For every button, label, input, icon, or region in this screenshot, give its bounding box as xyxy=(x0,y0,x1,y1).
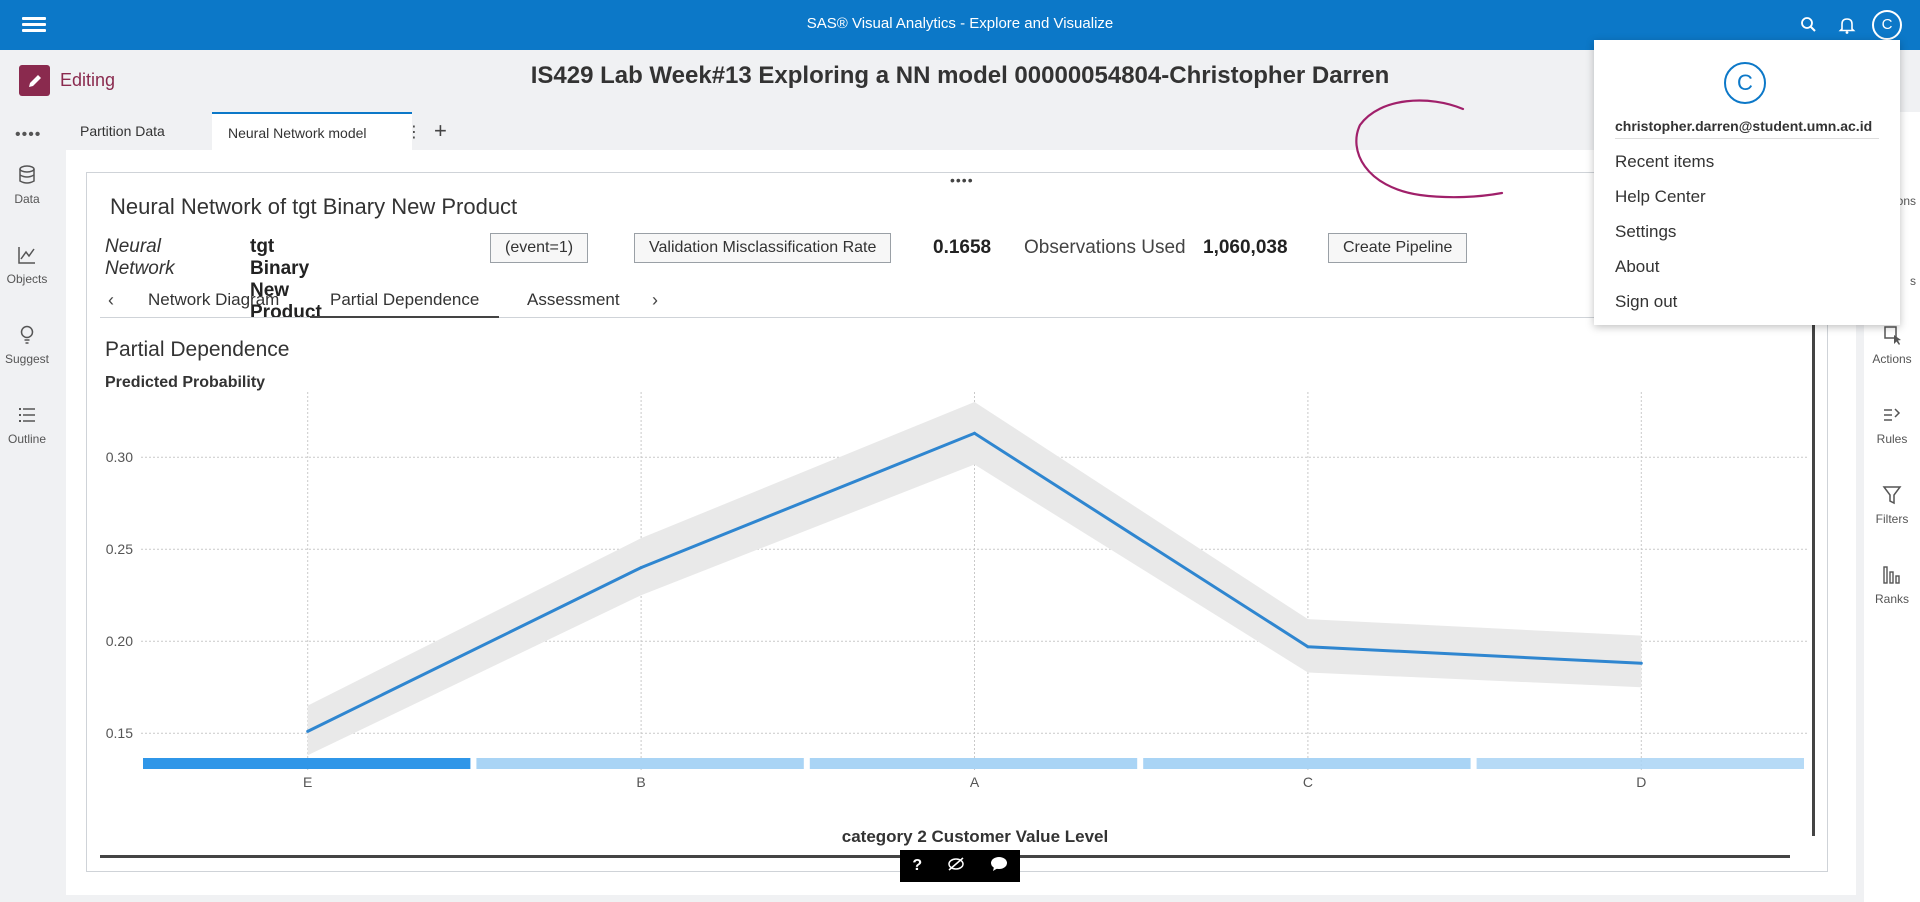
help-icon[interactable]: ? xyxy=(912,857,922,875)
more-dots-icon[interactable]: •••• xyxy=(15,126,41,144)
x-tick-label: D xyxy=(1636,774,1646,790)
data-point xyxy=(640,566,643,569)
chevron-right-icon[interactable]: › xyxy=(652,290,658,311)
x-tick-label: C xyxy=(1303,774,1313,790)
nav-item-filters[interactable]: Filters xyxy=(1864,484,1920,526)
menu-item-recent-items[interactable]: Recent items xyxy=(1615,152,1714,172)
tab-partition-data[interactable]: Partition Data xyxy=(80,112,210,152)
nav-item-actions[interactable]: Actions xyxy=(1864,324,1920,366)
model-type: Neural Network xyxy=(105,236,175,280)
observations-label: Observations Used xyxy=(1024,237,1186,259)
menu-item-settings[interactable]: Settings xyxy=(1615,222,1676,242)
confidence-band xyxy=(308,402,1642,755)
chevron-left-icon[interactable]: ‹ xyxy=(108,290,114,311)
subtab-network-diagram[interactable]: Network Diagram xyxy=(148,286,279,318)
nav-label: Ranks xyxy=(1875,592,1909,606)
observations-value: 1,060,038 xyxy=(1203,237,1288,259)
app-title: SAS® Visual Analytics - Explore and Visu… xyxy=(0,15,1920,32)
y-tick-label: 0.20 xyxy=(106,633,133,649)
frequency-bar xyxy=(1477,758,1804,769)
frequency-bar xyxy=(810,758,1137,769)
create-pipeline-button[interactable]: Create Pipeline xyxy=(1328,233,1467,263)
metric-value: 0.1658 xyxy=(933,237,991,259)
subtab-partial-dependence[interactable]: Partial Dependence xyxy=(310,286,499,318)
data-point xyxy=(1306,645,1309,648)
nav-label: Actions xyxy=(1872,352,1911,366)
divider xyxy=(1615,138,1879,139)
feedback-icon[interactable] xyxy=(947,856,965,877)
nav-item-objects[interactable]: Objects xyxy=(0,244,54,286)
metric-select-button[interactable]: Validation Misclassification Rate xyxy=(634,233,891,263)
nav-label: Rules xyxy=(1877,432,1908,446)
bottom-toolbar: ? xyxy=(900,850,1020,882)
data-point xyxy=(306,730,309,733)
object-title: Neural Network of tgt Binary New Product xyxy=(110,194,517,220)
search-icon[interactable] xyxy=(1796,12,1822,38)
user-email: christopher.darren@student.umn.ac.id xyxy=(1615,118,1872,134)
x-tick-label: B xyxy=(636,774,645,790)
nav-label: Filters xyxy=(1876,512,1909,526)
rules-icon xyxy=(1882,404,1902,426)
nav-item-ranks[interactable]: Ranks xyxy=(1864,564,1920,606)
user-menu-dropdown: C christopher.darren@student.umn.ac.id R… xyxy=(1594,40,1900,325)
add-tab-icon[interactable]: + xyxy=(434,118,447,144)
event-button[interactable]: (event=1) xyxy=(490,233,588,263)
menu-item-sign-out[interactable]: Sign out xyxy=(1615,292,1677,312)
database-icon xyxy=(17,164,37,186)
nav-label: Suggest xyxy=(5,352,49,366)
nav-item-suggest[interactable]: Suggest xyxy=(0,324,54,366)
frequency-bar xyxy=(476,758,803,769)
actions-icon xyxy=(1882,324,1902,346)
tab-neural-network-model[interactable]: Neural Network model xyxy=(212,112,412,152)
chart-x-axis-label: category 2 Customer Value Level xyxy=(700,827,1250,847)
frequency-bar xyxy=(143,758,470,769)
filter-icon xyxy=(1882,484,1902,506)
handwritten-annotation xyxy=(1350,95,1520,205)
nav-label: Objects xyxy=(7,272,48,286)
menu-item-help-center[interactable]: Help Center xyxy=(1615,187,1706,207)
chart-title: Partial Dependence xyxy=(105,338,289,362)
vertical-scrollbar[interactable] xyxy=(1812,322,1815,836)
ranks-icon xyxy=(1882,564,1902,586)
nav-label: Outline xyxy=(8,432,46,446)
menu-item-about[interactable]: About xyxy=(1615,257,1659,277)
tab-options-icon[interactable]: ⋮ xyxy=(406,122,422,142)
nav-item-outline[interactable]: Outline xyxy=(0,404,54,446)
x-tick-label: A xyxy=(970,774,980,790)
y-tick-label: 0.25 xyxy=(106,541,133,557)
data-point xyxy=(973,432,976,435)
subtab-assessment[interactable]: Assessment xyxy=(527,286,620,318)
lightbulb-icon xyxy=(17,324,37,346)
data-point xyxy=(1640,662,1643,665)
nav-item-data[interactable]: Data xyxy=(0,164,54,206)
bell-icon[interactable] xyxy=(1834,12,1860,38)
partial-dependence-chart: 0.15 0.20 0.25 0.30 E B A C D xyxy=(86,390,1814,820)
comment-icon[interactable] xyxy=(990,856,1008,877)
y-tick-label: 0.15 xyxy=(106,725,133,741)
nav-item-rules[interactable]: Rules xyxy=(1864,404,1920,446)
results-subtabs: ‹ Network Diagram Partial Dependence Ass… xyxy=(100,286,1810,318)
user-avatar: C xyxy=(1724,62,1766,104)
drag-handle-icon[interactable]: •••• xyxy=(950,172,974,188)
list-icon xyxy=(17,404,37,426)
user-avatar-button[interactable]: C xyxy=(1872,10,1902,40)
y-tick-label: 0.30 xyxy=(106,449,133,465)
x-tick-label: E xyxy=(303,774,312,790)
nav-label: Data xyxy=(14,192,39,206)
frequency-bar xyxy=(1143,758,1470,769)
line-chart-icon xyxy=(17,244,37,266)
